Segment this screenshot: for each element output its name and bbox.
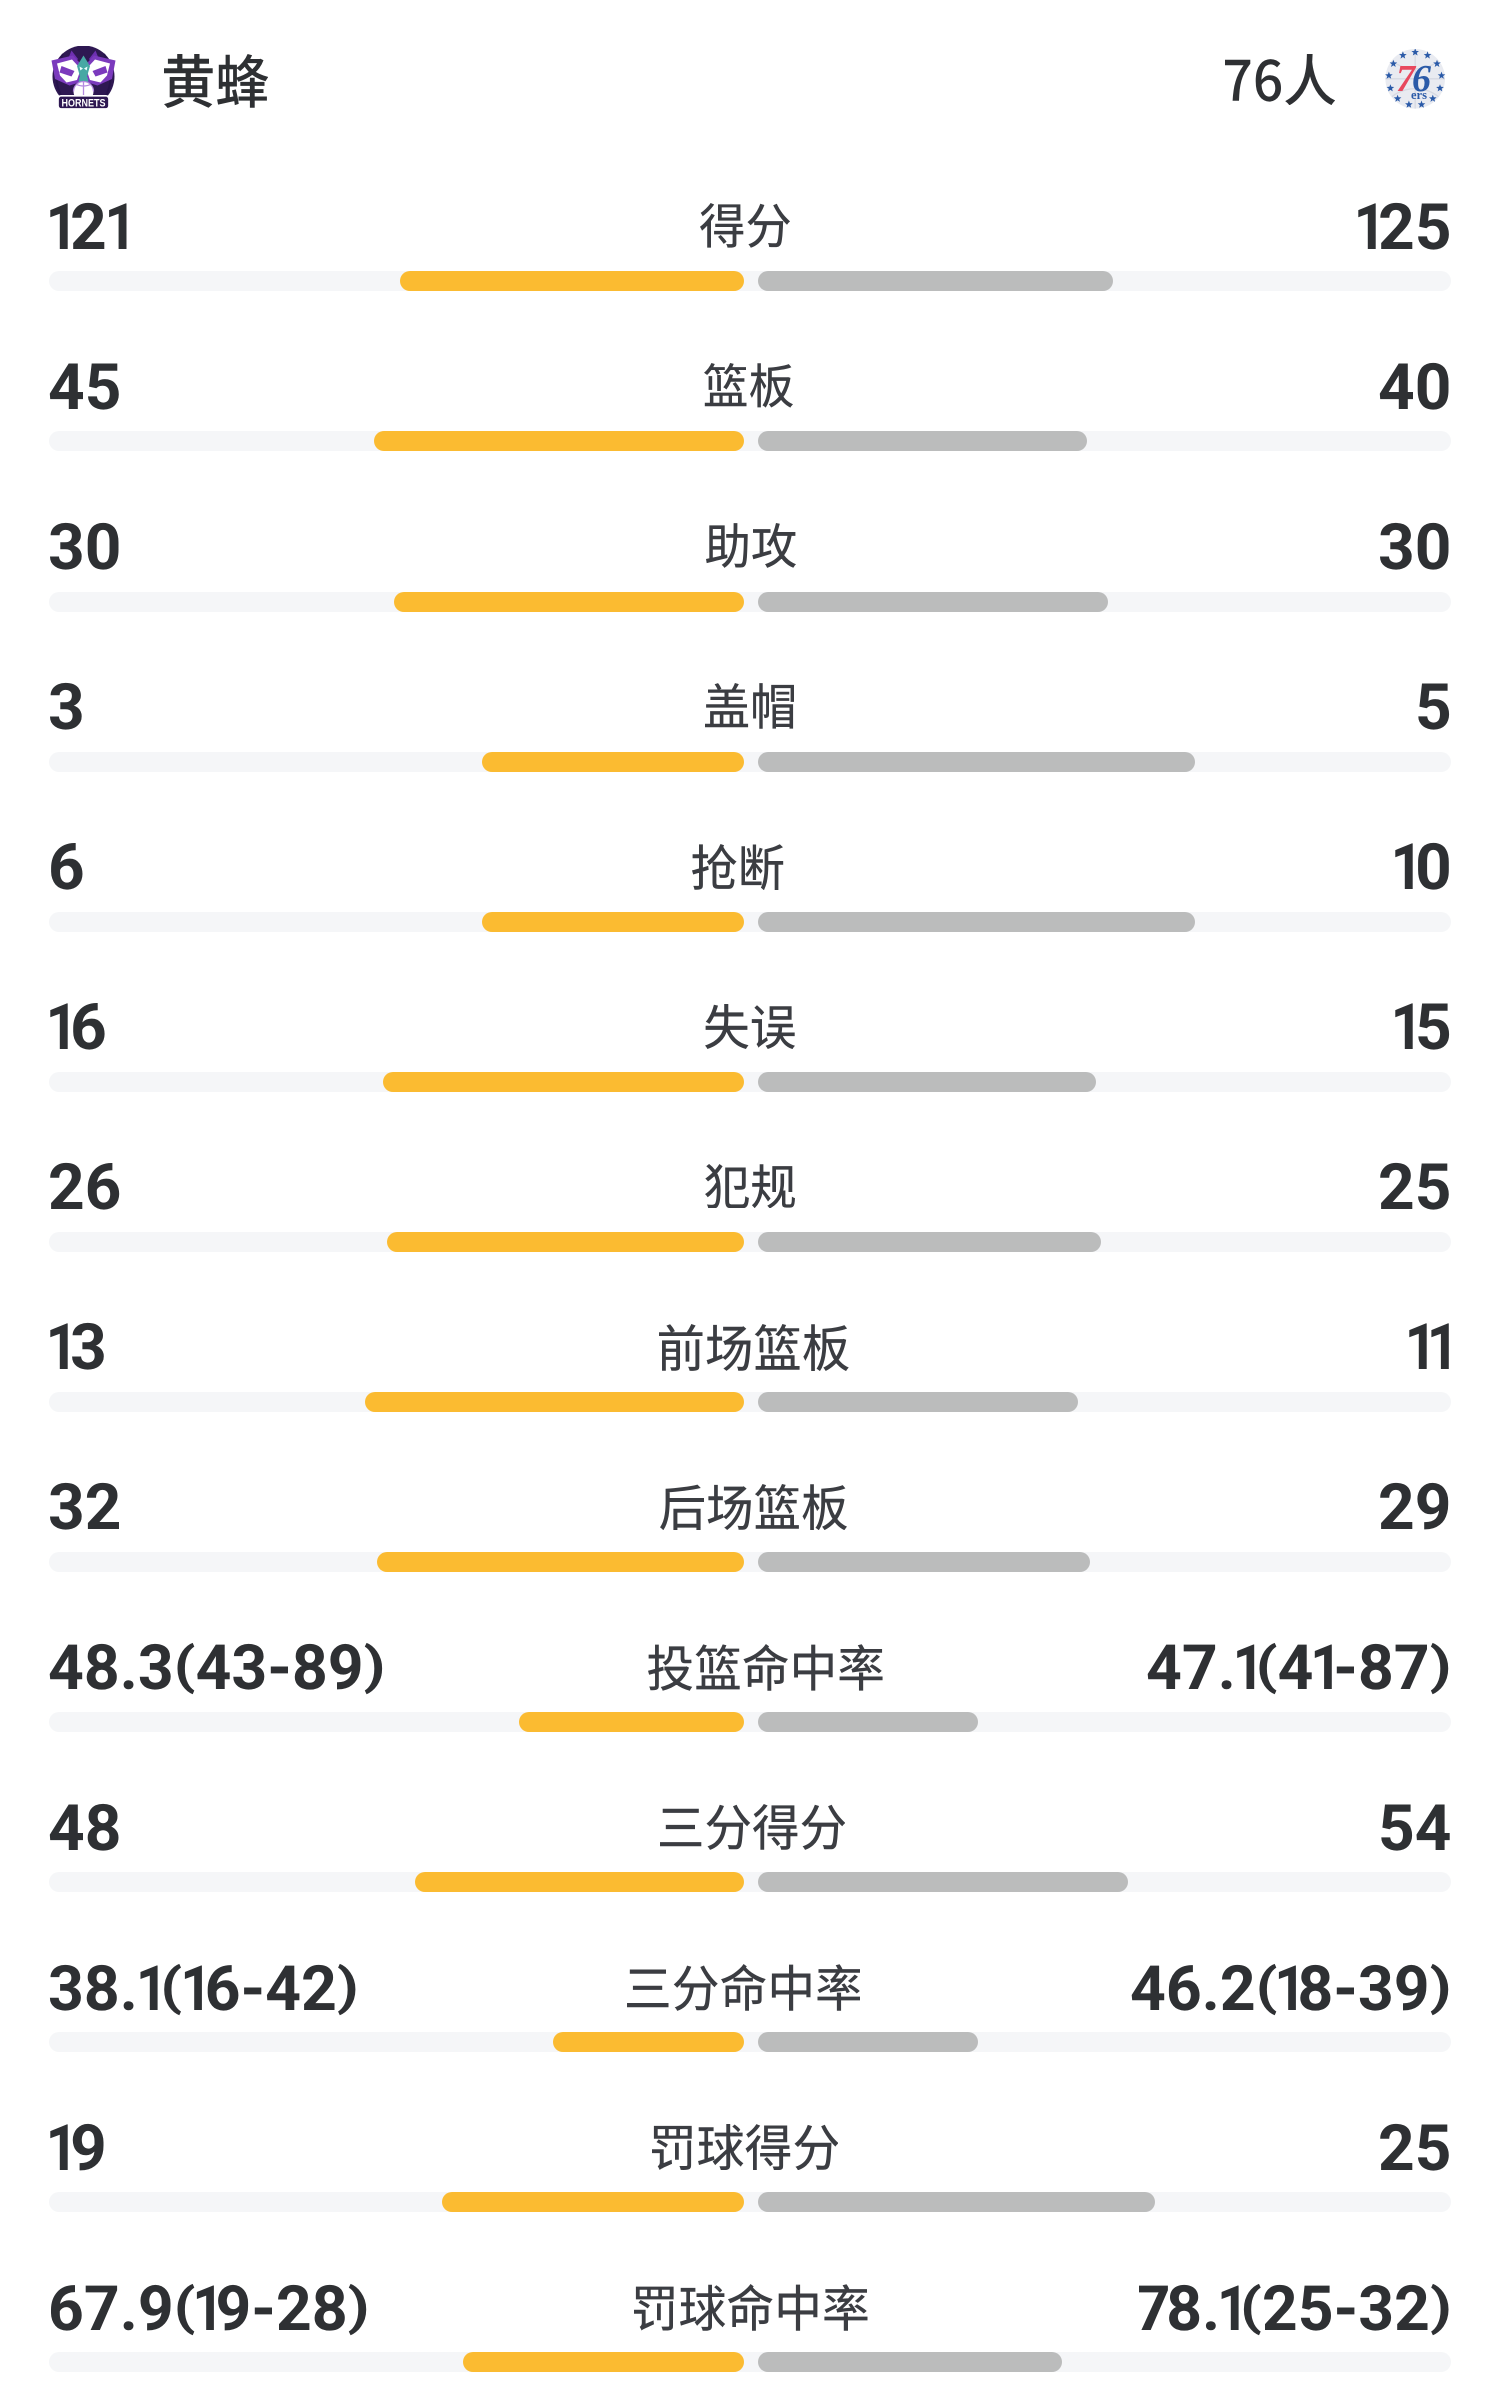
- svg-text:ers: ers: [1411, 88, 1427, 102]
- svg-text:7: 7: [1396, 58, 1417, 100]
- svg-text:6: 6: [1412, 58, 1431, 100]
- svg-text:HORNETS: HORNETS: [62, 97, 106, 109]
